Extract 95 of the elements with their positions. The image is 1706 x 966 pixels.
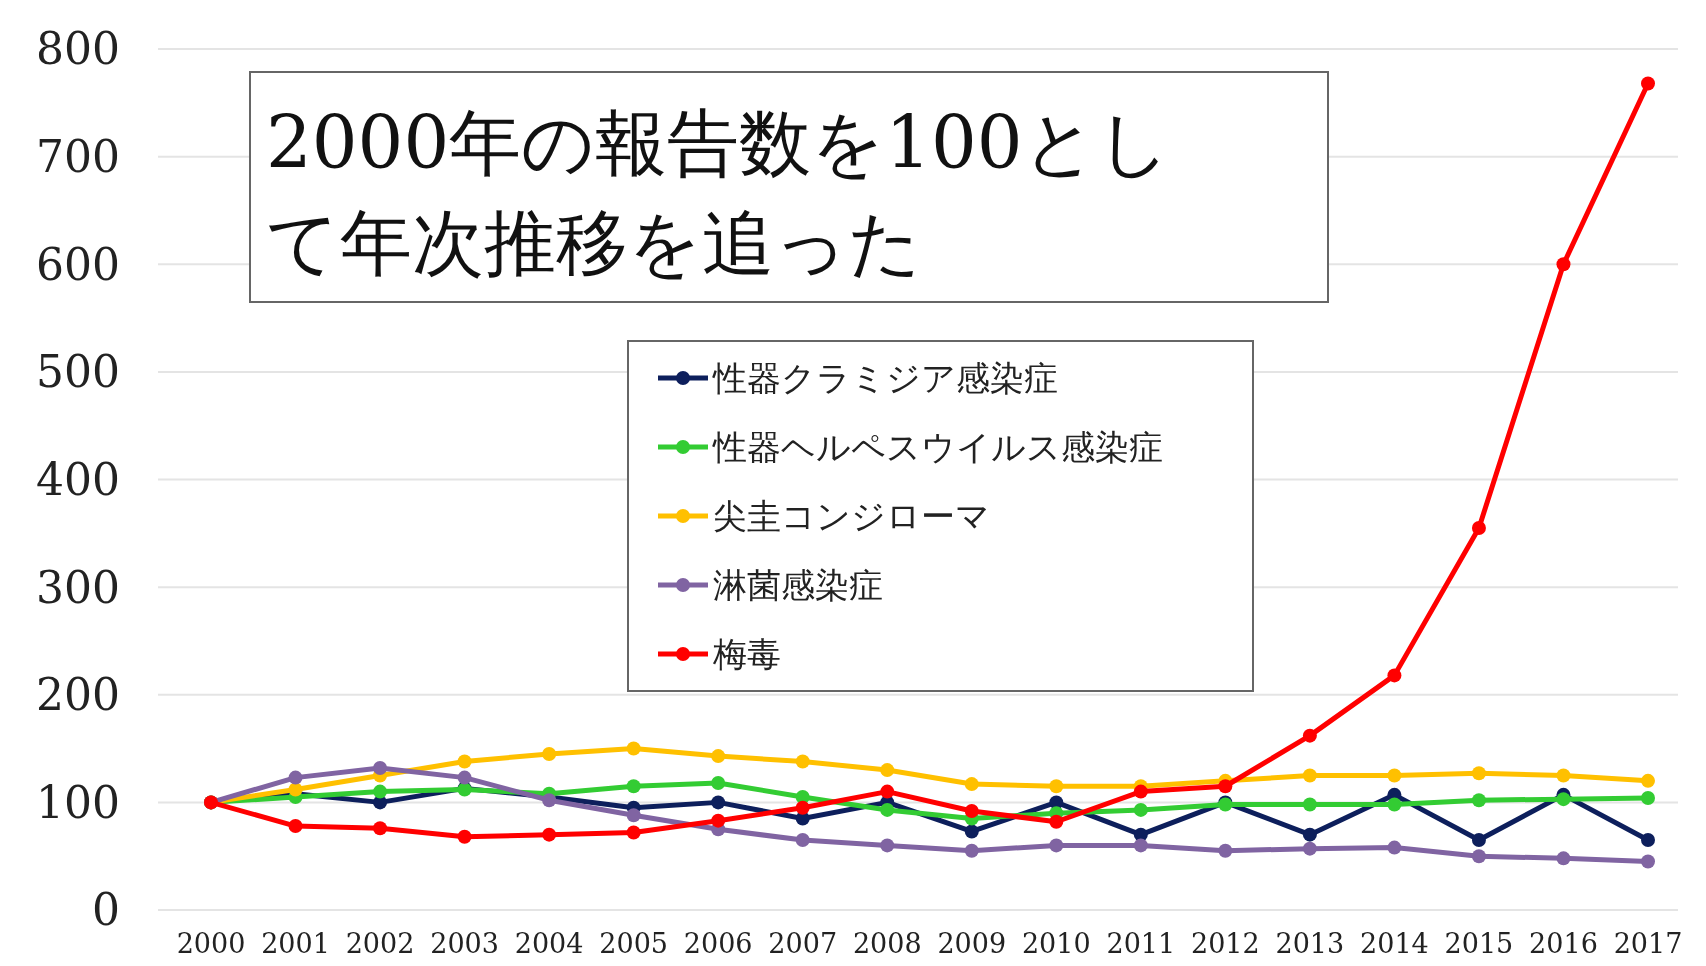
x-tick-label: 2012 [1190,928,1260,959]
point [626,779,641,794]
point [1049,779,1064,794]
y-tick-label: 600 [36,238,120,290]
point [880,838,895,853]
point [880,802,895,817]
point [795,754,810,769]
point [1641,833,1655,848]
point [542,827,557,842]
legend-label: 性器ヘルペスウイルス感染症 [712,426,1163,467]
x-tick-label: 2016 [1529,928,1598,959]
point [1641,854,1655,869]
point [288,782,303,797]
point [711,749,726,764]
point [1302,728,1317,743]
point [795,833,810,848]
point [1218,779,1233,794]
point [1641,773,1655,788]
x-tick-label: 2011 [1106,928,1176,959]
point [288,770,303,785]
point [1471,849,1486,864]
point [373,821,388,836]
x-tick-label: 2010 [1021,928,1091,959]
point [373,784,388,799]
point [626,825,641,840]
point [880,784,895,799]
point [457,754,472,769]
x-tick-label: 2007 [768,928,838,959]
point [1049,838,1064,853]
x-tick-label: 2015 [1444,928,1514,959]
point [1387,797,1402,812]
point [1471,520,1486,535]
y-tick-label: 800 [36,23,120,75]
x-tick-label: 2001 [261,928,330,959]
x-tick-label: 2004 [514,928,584,959]
legend-label: 淋菌感染症 [713,564,883,605]
point [1133,784,1148,799]
point [1133,802,1148,817]
x-tick-label: 2003 [430,928,499,959]
point [1302,841,1317,856]
point [1218,843,1233,858]
x-tick-label: 2005 [599,928,669,959]
point [1641,791,1655,806]
point [542,793,557,808]
x-tick-label: 2017 [1613,928,1683,959]
x-tick-label: 2009 [937,928,1007,959]
point [626,808,641,823]
x-tick-label: 2006 [683,928,753,959]
point [964,843,979,858]
point [1387,840,1402,855]
y-tick-label: 700 [36,131,120,183]
point [373,760,388,775]
point [711,813,726,828]
point [880,763,895,778]
x-tick-label: 2002 [345,928,415,959]
point [1471,793,1486,808]
point [1556,768,1571,783]
point [542,746,557,761]
y-tick-label: 0 [92,884,120,936]
point [711,776,726,790]
y-tick-label: 400 [36,453,120,505]
point [964,824,979,839]
point [1302,827,1317,842]
point [1387,768,1402,783]
point [1556,851,1571,866]
legend-label: 性器クラミジア感染症 [712,357,1058,398]
legend-label: 梅毒 [712,633,781,674]
point [457,770,472,785]
point [1387,668,1402,683]
point [457,829,472,844]
point [964,777,979,792]
point [1133,838,1148,853]
y-tick-label: 100 [36,776,120,828]
point [1049,814,1064,829]
point [1302,768,1317,783]
y-tick-label: 200 [36,669,120,721]
point [1641,76,1655,91]
point [288,819,303,834]
y-tick-label: 300 [36,561,120,613]
x-tick-label: 2000 [176,928,246,959]
annotation: 2000年の報告数を100として年次推移を追った [266,101,1171,285]
point [1302,797,1317,812]
point [626,741,641,756]
x-tick-label: 2008 [852,928,922,959]
x-tick-label: 2014 [1360,928,1429,959]
point [1556,257,1571,272]
legend-label: 尖圭コンジローマ [713,495,990,536]
point [1556,792,1571,807]
x-tick-label: 2013 [1275,928,1345,959]
y-tick-label: 500 [36,346,120,398]
point [711,795,726,810]
point [1471,833,1486,848]
point [1471,766,1486,781]
point [795,800,810,815]
point [964,803,979,818]
